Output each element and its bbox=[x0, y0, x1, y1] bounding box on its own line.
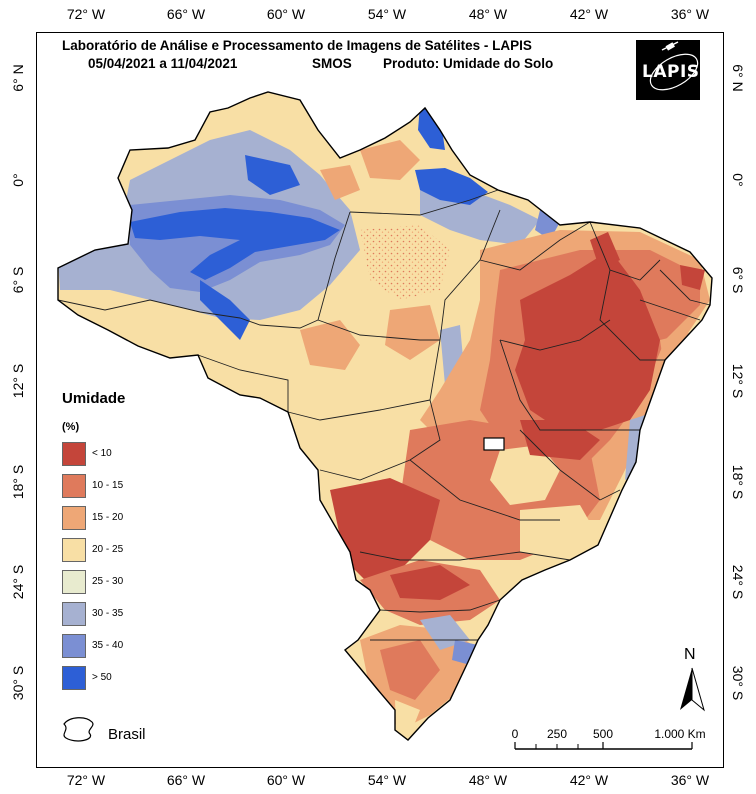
north-arrow-icon bbox=[680, 667, 705, 712]
scale-bar bbox=[514, 742, 693, 750]
legend-unit: (%) bbox=[62, 421, 80, 433]
legend-swatch bbox=[62, 602, 86, 626]
legend-label: < 10 bbox=[92, 448, 112, 459]
legend-label: 15 - 20 bbox=[92, 512, 124, 523]
lon-tick-bottom: 60° W bbox=[266, 772, 306, 788]
title-sensor: SMOS bbox=[312, 56, 352, 71]
title-dates: 05/04/2021 a 11/04/2021 bbox=[88, 56, 238, 71]
legend-swatch bbox=[62, 634, 86, 658]
legend-swatch bbox=[62, 506, 86, 530]
lon-tick-bottom: 48° W bbox=[468, 772, 508, 788]
legend-swatch bbox=[62, 666, 86, 690]
legend-label: 35 - 40 bbox=[92, 640, 124, 651]
brasil-boundary-swatch bbox=[63, 717, 94, 742]
legend-label: 20 - 25 bbox=[92, 544, 124, 555]
legend-swatch bbox=[62, 570, 86, 594]
lon-tick-top: 72° W bbox=[66, 6, 106, 22]
legend-swatch bbox=[62, 474, 86, 498]
legend-title: Umidade bbox=[62, 390, 126, 407]
federal-district bbox=[483, 437, 505, 451]
lon-tick-bottom: 72° W bbox=[66, 772, 106, 788]
lon-tick-top: 54° W bbox=[367, 6, 407, 22]
lon-tick-top: 36° W bbox=[670, 6, 710, 22]
map-frame bbox=[36, 32, 724, 768]
north-label: N bbox=[684, 646, 696, 663]
lon-tick-bottom: 42° W bbox=[569, 772, 609, 788]
lapis-logo: LAPIS bbox=[636, 40, 700, 100]
legend-label: 30 - 35 bbox=[92, 608, 124, 619]
brasil-boundary-label: Brasil bbox=[108, 726, 146, 743]
scale-label: 0 bbox=[511, 727, 519, 741]
lon-tick-top: 48° W bbox=[468, 6, 508, 22]
legend-label: > 50 bbox=[92, 672, 112, 683]
lon-tick-top: 42° W bbox=[569, 6, 609, 22]
title-product: Produto: Umidade do Solo bbox=[383, 56, 554, 71]
legend-swatch bbox=[62, 538, 86, 562]
state-borders bbox=[57, 99, 711, 641]
lon-tick-bottom: 54° W bbox=[367, 772, 407, 788]
lon-tick-bottom: 66° W bbox=[166, 772, 206, 788]
lon-tick-top: 66° W bbox=[166, 6, 206, 22]
legend-label: 25 - 30 bbox=[92, 576, 124, 587]
lon-tick-top: 60° W bbox=[266, 6, 306, 22]
logo-text: LAPIS bbox=[642, 62, 700, 82]
satellite-logo-icon bbox=[649, 41, 699, 91]
lon-tick-bottom: 36° W bbox=[670, 772, 710, 788]
scale-label: 500 bbox=[592, 727, 614, 741]
scale-label: 1.000 Km bbox=[654, 727, 706, 741]
legend-label: 10 - 15 bbox=[92, 480, 124, 491]
legend-swatch bbox=[62, 442, 86, 466]
title-lab-name: Laboratório de Análise e Processamento d… bbox=[62, 38, 532, 53]
scale-label: 250 bbox=[546, 727, 568, 741]
